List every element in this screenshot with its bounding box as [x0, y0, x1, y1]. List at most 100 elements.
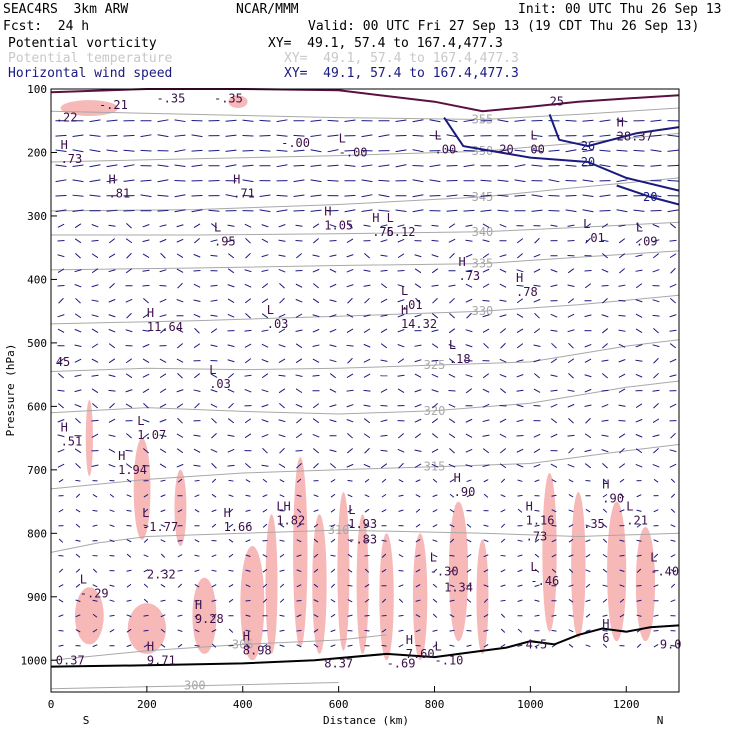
wind-vector — [398, 554, 404, 558]
wind-vector — [106, 149, 118, 153]
wind-vector — [225, 134, 237, 137]
pv-value-label: 9.28 — [195, 612, 224, 626]
wind-vector — [91, 403, 99, 409]
plot-frame — [50, 88, 680, 693]
pv-extremum-marker: H — [109, 173, 116, 187]
wind-vector — [72, 179, 84, 183]
wind-vector — [499, 463, 507, 469]
wind-vector — [276, 164, 288, 168]
wind-vector — [346, 344, 354, 347]
wind-vector — [364, 253, 370, 259]
wind-vector — [531, 194, 543, 198]
wind-vector — [91, 328, 99, 333]
wind-vector — [312, 223, 320, 229]
wind-vector — [533, 388, 541, 393]
wind-vector — [89, 119, 101, 123]
wind-vector — [245, 584, 251, 588]
wind-vector — [378, 194, 390, 198]
wind-vector — [313, 628, 319, 633]
theta-contour-label: 305 — [232, 637, 254, 651]
wind-vector — [123, 134, 135, 137]
wind-vector — [414, 254, 422, 258]
wind-vector — [601, 403, 609, 408]
wind-vector — [244, 298, 252, 304]
wind-vector — [312, 448, 320, 454]
wind-vector — [533, 433, 541, 438]
wind-vector — [160, 569, 166, 573]
pv-value-label: 1.66 — [224, 520, 253, 534]
wind-vector — [211, 417, 217, 424]
wind-vector — [74, 238, 82, 244]
wind-vector — [602, 508, 608, 513]
wind-vector — [551, 479, 557, 483]
wind-vector — [414, 463, 422, 468]
wind-vector — [157, 164, 169, 167]
wind-vector — [329, 224, 337, 228]
wind-vector — [584, 343, 592, 348]
wind-vector — [618, 268, 626, 274]
wind-vector — [397, 253, 405, 259]
wind-vector — [398, 614, 404, 617]
wind-vector — [636, 509, 642, 512]
wind-vector — [431, 373, 439, 378]
wind-vector — [398, 584, 404, 588]
theta-contour-line — [50, 294, 680, 325]
pv-value-label: -.21 — [99, 98, 128, 112]
wind-vector — [210, 284, 218, 287]
wind-vector — [193, 313, 201, 318]
wind-vector — [109, 539, 115, 543]
wind-vector — [126, 583, 132, 588]
wind-vector — [618, 238, 626, 244]
wind-vector — [176, 463, 184, 468]
wind-vector — [652, 418, 660, 424]
wind-vector — [483, 554, 489, 558]
pv-shaded-area — [635, 526, 656, 642]
wind-vector — [449, 297, 455, 304]
wind-vector — [669, 403, 677, 408]
wind-vector — [670, 524, 676, 528]
wind-vector — [279, 553, 285, 558]
wind-vector — [395, 119, 407, 122]
wind-vector — [635, 299, 643, 303]
wind-vector — [194, 539, 200, 543]
wind-vector — [653, 539, 659, 543]
wind-vector — [516, 298, 524, 304]
wind-vector — [432, 598, 438, 603]
wind-vector — [58, 373, 64, 379]
pv-value-label: 2.32 — [147, 568, 176, 582]
wind-vector — [159, 314, 167, 318]
wind-vector — [602, 598, 608, 603]
wind-vector — [259, 119, 271, 122]
wind-vector — [245, 463, 251, 469]
wind-vector — [58, 584, 64, 588]
wind-vector — [126, 628, 132, 633]
wind-vector — [74, 328, 82, 333]
wind-vector — [225, 149, 237, 152]
wind-vector — [466, 568, 472, 573]
pv-value-label: 00 — [530, 142, 544, 156]
wind-vector — [143, 538, 149, 543]
wind-vector — [669, 358, 677, 363]
wind-vector — [75, 539, 81, 542]
wind-vector — [567, 463, 575, 468]
wind-vector — [466, 614, 472, 617]
wind-vector — [432, 509, 438, 513]
theta-contour-label: 310 — [328, 523, 350, 537]
wind-vector — [534, 568, 540, 573]
wind-vector — [364, 539, 370, 542]
wind-vector — [91, 433, 99, 438]
pv-extremum-marker: L — [209, 363, 216, 377]
model-name: SEAC4RS 3km ARW — [3, 2, 129, 17]
wind-vector — [482, 239, 490, 243]
wind-vector — [466, 479, 472, 483]
wind-vector — [363, 404, 371, 407]
pv-shaded-area — [312, 514, 327, 654]
wind-vector — [670, 644, 676, 647]
wind-vector — [296, 629, 302, 632]
wind-vector — [448, 284, 456, 287]
wind-vector — [448, 463, 456, 468]
wind-vector — [330, 508, 336, 513]
wind-vector — [602, 568, 608, 573]
wind-vector — [296, 523, 302, 528]
wind-vector — [448, 344, 456, 348]
